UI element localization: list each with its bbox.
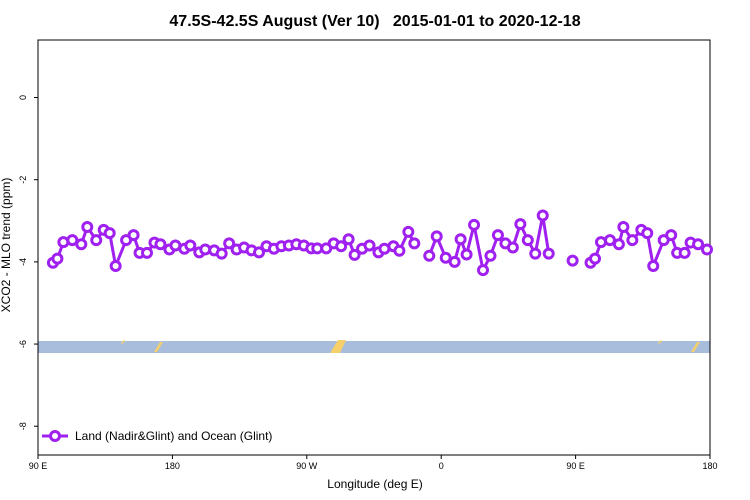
x-tick-label: 90 E	[566, 461, 585, 471]
data-point	[448, 255, 461, 268]
legend-label: Land (Nadir&Glint) and Ocean (Glint)	[75, 429, 272, 443]
data-point	[521, 234, 534, 247]
data-point	[641, 227, 654, 240]
data-point	[81, 220, 94, 233]
y-tick-label: -8	[18, 422, 28, 430]
data-point	[454, 233, 467, 246]
data-point	[335, 240, 348, 253]
data-point	[612, 238, 625, 251]
data-point	[626, 234, 639, 247]
data-point	[491, 229, 504, 242]
x-tick-label: 0	[439, 461, 444, 471]
y-axis-label: XCO2 - MLO trend (ppm)	[0, 178, 13, 313]
data-point	[589, 252, 602, 265]
data-point	[363, 239, 376, 252]
data-point	[103, 227, 116, 240]
data-point	[542, 247, 555, 260]
x-tick-label: 180	[702, 461, 717, 471]
data-point	[223, 237, 236, 250]
data-point	[603, 234, 616, 247]
data-point	[477, 264, 490, 277]
data-point	[127, 229, 140, 242]
data-point	[678, 246, 691, 259]
data-point	[468, 218, 481, 231]
y-tick-label: 0	[18, 95, 28, 100]
data-point	[647, 259, 660, 272]
x-tick-label: 90 W	[296, 461, 318, 471]
x-tick-label: 90 E	[29, 461, 48, 471]
y-tick-label: -2	[18, 176, 28, 184]
chart-title: 47.5S-42.5S August (Ver 10) 2015-01-01 t…	[169, 13, 580, 30]
data-point	[506, 241, 519, 254]
y-tick-label: -6	[18, 340, 28, 348]
data-point	[408, 237, 421, 250]
data-point	[215, 247, 228, 260]
data-point	[430, 230, 443, 243]
data-point	[439, 251, 452, 264]
data-point	[75, 238, 88, 251]
data-point	[348, 248, 361, 261]
data-point	[460, 248, 473, 261]
data-point	[51, 252, 64, 265]
data-point	[514, 218, 527, 231]
data-point	[141, 246, 154, 259]
x-tick-label: 180	[165, 461, 180, 471]
y-tick-label: -4	[18, 258, 28, 266]
data-point	[665, 229, 678, 242]
data-point	[536, 209, 549, 222]
data-point	[66, 234, 79, 247]
surface-strip	[38, 340, 710, 353]
data-point	[154, 238, 167, 251]
data-point	[402, 225, 415, 238]
data-point	[342, 233, 355, 246]
data-point	[692, 238, 705, 251]
x-axis-label: Longitude (deg E)	[327, 477, 422, 491]
data-point	[423, 249, 436, 262]
data-point	[484, 249, 497, 262]
data-point	[617, 220, 630, 233]
data-point	[109, 259, 122, 272]
data-point	[90, 234, 103, 247]
data-point	[393, 244, 406, 257]
legend: Land (Nadir&Glint) and Ocean (Glint)	[42, 429, 272, 443]
data-point	[566, 254, 579, 267]
data-point	[184, 239, 197, 252]
data-point	[701, 243, 714, 256]
data-point	[253, 246, 266, 259]
data-point	[529, 247, 542, 260]
